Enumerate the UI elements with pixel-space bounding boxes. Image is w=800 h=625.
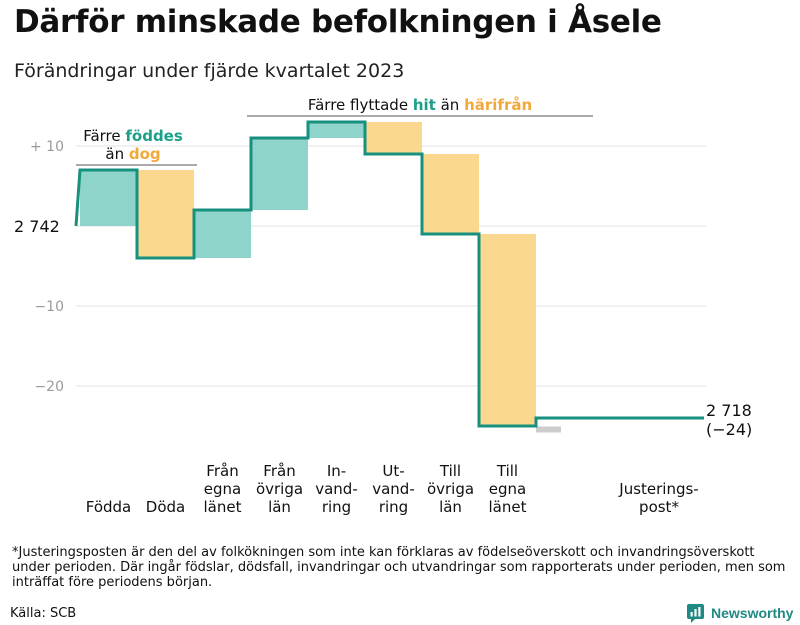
category-label: egna bbox=[204, 480, 241, 498]
value-labels: 2 742 2 718(−24) bbox=[14, 217, 752, 439]
chart-title: Därför minskade befolkningen i Åsele bbox=[14, 4, 662, 40]
category-label: post* bbox=[639, 498, 679, 516]
category-label: länet bbox=[489, 498, 527, 516]
category-label: Till bbox=[439, 462, 461, 480]
births-annotation-line1: Färre föddes bbox=[83, 127, 183, 145]
start-value-label: 2 742 bbox=[14, 217, 60, 236]
category-label: Från bbox=[263, 462, 295, 480]
category-label: övriga bbox=[427, 480, 474, 498]
footnote: *Justeringsposten är den del av folkökni… bbox=[12, 545, 786, 590]
bar bbox=[422, 154, 479, 234]
y-tick-label: + 10 bbox=[30, 139, 64, 155]
category-label: ring bbox=[379, 498, 408, 516]
category-label: egna bbox=[489, 480, 526, 498]
source-label: Källa: SCB bbox=[10, 606, 77, 621]
category-label: Från bbox=[206, 462, 238, 480]
y-axis-labels: + 10 −10 −20 bbox=[30, 139, 64, 395]
category-label: övriga bbox=[256, 480, 303, 498]
category-label: Döda bbox=[146, 498, 185, 516]
migration-annotation: Färre flyttade hit än härifrån bbox=[308, 96, 532, 114]
end-value-label: 2 718 bbox=[706, 401, 752, 420]
bar bbox=[365, 122, 422, 154]
running-total-line bbox=[74, 120, 704, 428]
bar bbox=[536, 426, 561, 433]
category-label: Födda bbox=[86, 498, 132, 516]
bar bbox=[194, 210, 251, 258]
end-change-label: (−24) bbox=[706, 420, 752, 439]
category-label: ring bbox=[322, 498, 351, 516]
bar bbox=[80, 170, 137, 226]
category-label: vand- bbox=[315, 480, 358, 498]
category-label: Ut- bbox=[382, 462, 404, 480]
births-annotation-line2: än dog bbox=[105, 145, 160, 163]
brand-name: Newsworthy bbox=[711, 605, 794, 621]
category-label: län bbox=[268, 498, 291, 516]
category-label: In- bbox=[327, 462, 346, 480]
newsworthy-logo: Newsworthy bbox=[686, 602, 793, 624]
category-label: Justerings- bbox=[618, 480, 698, 498]
bar bbox=[137, 170, 194, 258]
bar bbox=[479, 234, 536, 426]
y-tick-label: −10 bbox=[34, 299, 64, 315]
bar bbox=[251, 138, 308, 210]
bars bbox=[80, 122, 561, 433]
category-label: Till bbox=[496, 462, 518, 480]
bar bbox=[308, 122, 365, 138]
newsworthy-icon bbox=[687, 604, 704, 623]
category-label: vand- bbox=[372, 480, 415, 498]
category-label: länet bbox=[204, 498, 242, 516]
category-label: län bbox=[439, 498, 462, 516]
category-labels: Födda DödaFrånegnalänetFrånövrigalänIn-va… bbox=[86, 462, 699, 516]
chart-subtitle: Förändringar under fjärde kvartalet 2023 bbox=[14, 60, 405, 82]
y-tick-label: −20 bbox=[34, 379, 64, 395]
